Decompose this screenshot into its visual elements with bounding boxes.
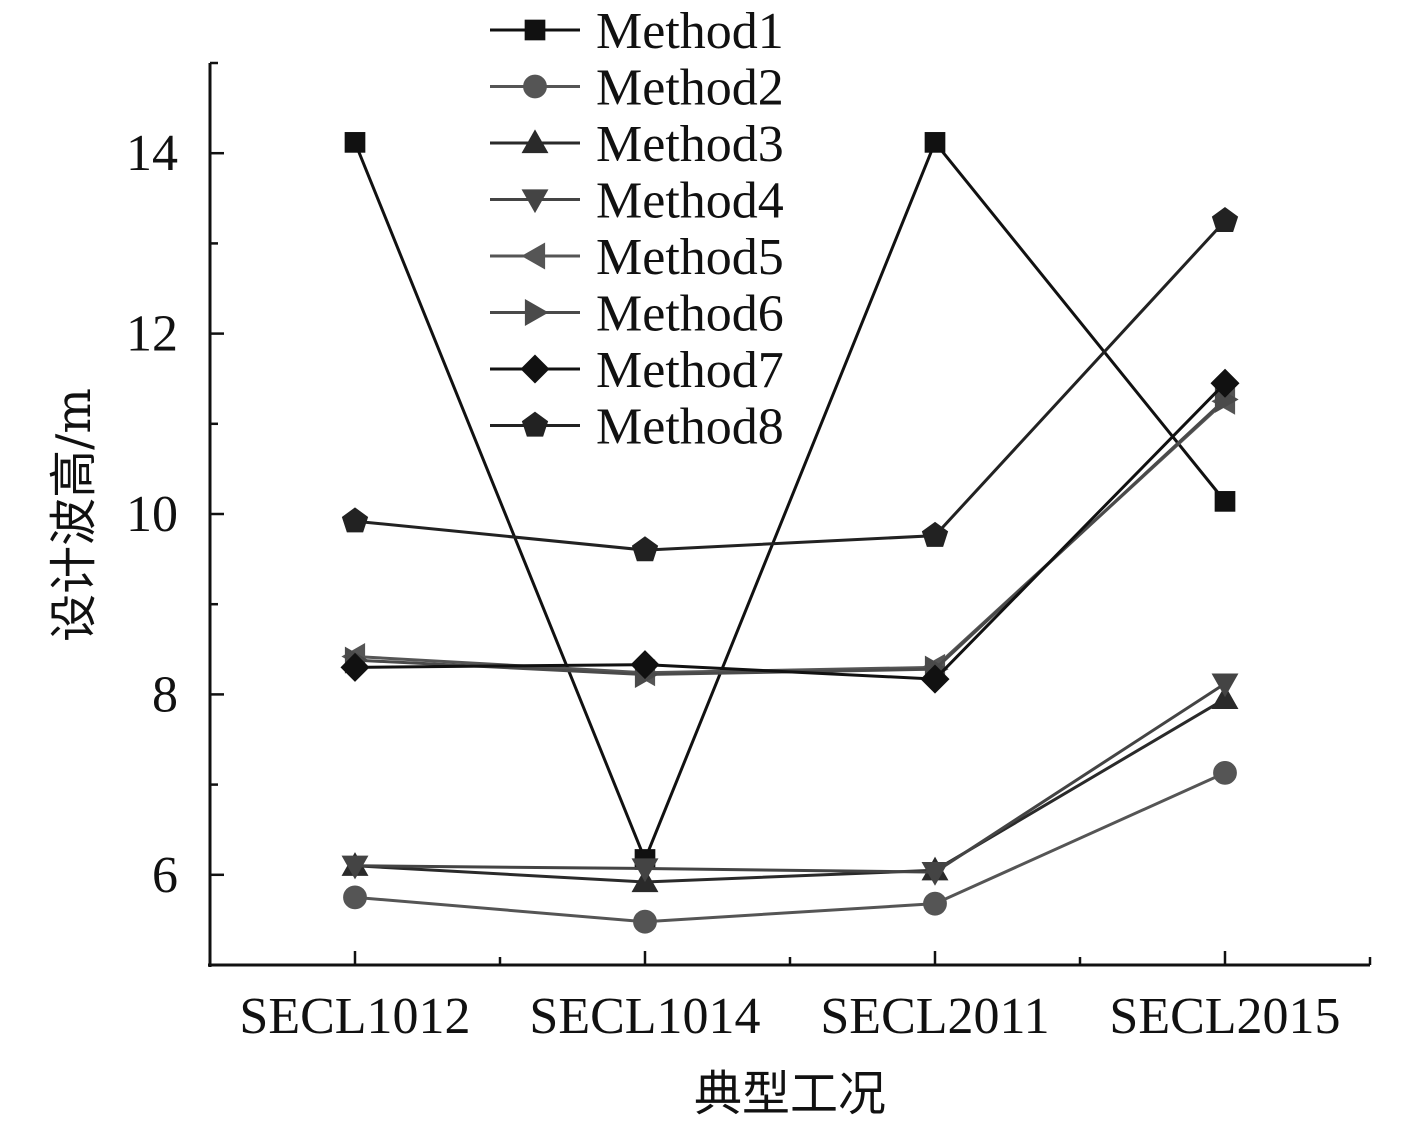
series-Method4 <box>341 673 1239 886</box>
legend-item: Method3 <box>490 116 784 173</box>
data-point <box>924 132 946 153</box>
legend-marker <box>521 189 549 214</box>
data-point <box>341 855 369 880</box>
series-line <box>354 400 1227 675</box>
legend-label: Method2 <box>596 60 784 117</box>
data-point <box>920 664 950 694</box>
legend-label: Method7 <box>596 342 784 399</box>
y-axis-title: 设计波高/m <box>46 388 102 642</box>
x-tick-label: SECL1012 <box>239 988 470 1045</box>
series-line <box>354 771 1226 924</box>
data-point <box>1214 491 1236 512</box>
series-Method6 <box>344 385 1239 689</box>
y-tick-label: 6 <box>152 847 178 904</box>
series-line <box>354 697 1226 884</box>
data-point <box>633 909 657 934</box>
data-point <box>921 521 949 547</box>
data-point <box>631 536 659 562</box>
legend-marker <box>524 299 549 326</box>
series-Method1 <box>344 132 1236 870</box>
legend-item: Method5 <box>490 229 784 286</box>
data-point <box>921 861 949 886</box>
x-tick-label: SECL2011 <box>820 988 1049 1045</box>
series-line <box>353 139 1227 864</box>
legend-label: Method4 <box>596 173 784 230</box>
data-point <box>631 858 659 883</box>
series-line <box>354 382 1227 681</box>
legend: Method1Method2Method3Method4Method5Metho… <box>490 3 784 456</box>
legend-marker <box>523 74 547 99</box>
legend-item: Method6 <box>490 286 784 343</box>
data-point <box>1211 685 1239 710</box>
data-point <box>1213 760 1237 785</box>
legend-item: Method4 <box>490 173 784 230</box>
series-Method3 <box>341 685 1239 893</box>
legend-label: Method8 <box>596 399 784 456</box>
legend-marker <box>524 19 546 41</box>
legend-label: Method1 <box>596 3 784 60</box>
data-point <box>341 507 369 533</box>
legend-item: Method7 <box>490 342 784 399</box>
legend-marker <box>521 242 546 270</box>
legend-label: Method6 <box>596 286 784 343</box>
series-line <box>354 398 1227 677</box>
y-tick-label: 10 <box>126 486 178 543</box>
legend-marker <box>521 411 549 437</box>
axes <box>208 63 1370 967</box>
data-point <box>923 891 947 916</box>
x-axis-title: 典型工况 <box>694 1066 886 1122</box>
series-line <box>354 219 1227 552</box>
data-point <box>630 650 660 680</box>
data-point <box>1210 368 1240 398</box>
x-ticks: SECL1012 SECL1014 SECL2011 SECL2015 <box>239 951 1372 1045</box>
legend-item: Method1 <box>490 3 784 60</box>
series-Method5 <box>341 387 1236 687</box>
series-Method8 <box>341 207 1239 562</box>
legend-label: Method3 <box>596 116 784 173</box>
legend-label: Method5 <box>596 229 784 286</box>
legend-marker <box>520 354 550 384</box>
data-point <box>1211 673 1239 698</box>
legend-item: Method2 <box>490 60 784 117</box>
y-tick-label: 12 <box>126 306 178 363</box>
y-ticks: 6 8 10 12 14 <box>126 61 224 967</box>
data-point <box>1211 207 1239 233</box>
series-layer <box>340 132 1240 934</box>
x-tick-label: SECL2015 <box>1109 988 1340 1045</box>
y-tick-label: 8 <box>152 666 178 723</box>
legend-marker <box>521 129 549 154</box>
series-Method7 <box>340 368 1240 694</box>
x-tick-label: SECL1014 <box>529 988 760 1045</box>
y-tick-label: 14 <box>126 125 178 182</box>
legend-item: Method8 <box>490 399 784 456</box>
series-Method2 <box>343 760 1237 934</box>
data-point <box>340 652 370 682</box>
series-line <box>354 682 1226 874</box>
data-point <box>344 132 366 153</box>
data-point <box>343 885 367 910</box>
